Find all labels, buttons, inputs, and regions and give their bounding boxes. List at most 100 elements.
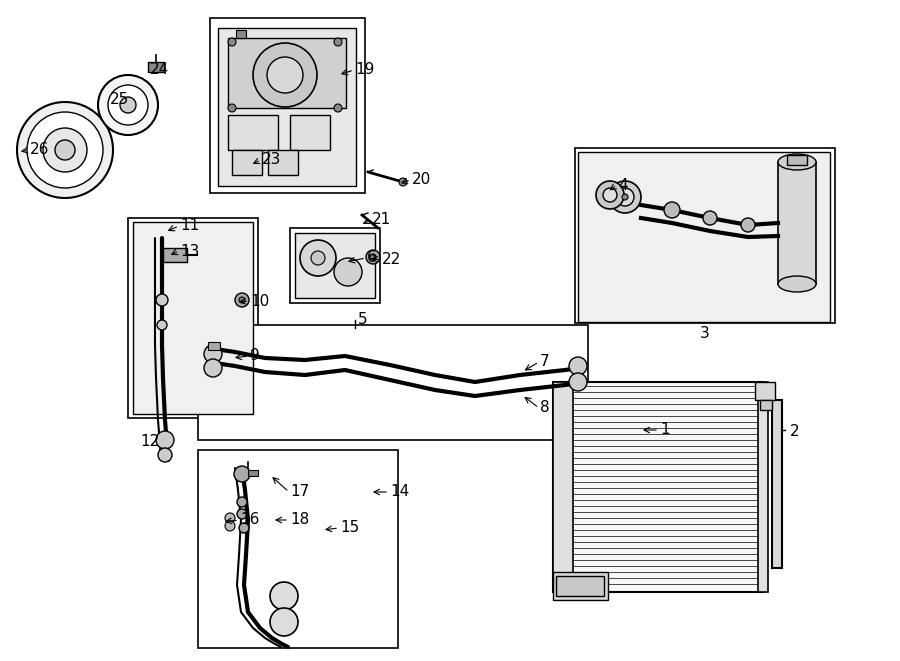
Circle shape — [569, 373, 587, 391]
Text: 26: 26 — [30, 143, 50, 157]
Circle shape — [334, 258, 362, 286]
Bar — [290, 228, 380, 303]
Circle shape — [225, 513, 235, 523]
Circle shape — [366, 250, 380, 264]
Text: 22: 22 — [382, 253, 401, 268]
Text: 24: 24 — [150, 63, 169, 77]
Bar — [575, 148, 835, 323]
Circle shape — [237, 497, 247, 507]
Text: 3: 3 — [700, 325, 710, 340]
Bar — [198, 325, 588, 440]
Circle shape — [664, 202, 680, 218]
Circle shape — [334, 38, 342, 46]
Bar — [228, 115, 278, 150]
Circle shape — [267, 57, 303, 93]
Bar — [553, 572, 608, 600]
Bar — [295, 233, 375, 298]
Bar — [232, 150, 262, 175]
Circle shape — [399, 178, 407, 186]
Circle shape — [204, 345, 222, 363]
Bar — [148, 62, 164, 72]
Text: 25: 25 — [110, 93, 130, 108]
Text: 23: 23 — [262, 153, 282, 167]
Bar — [556, 576, 604, 596]
Circle shape — [239, 297, 245, 303]
Bar — [787, 155, 807, 165]
Bar — [208, 342, 220, 350]
Circle shape — [234, 466, 250, 482]
Circle shape — [609, 181, 641, 213]
Ellipse shape — [778, 276, 816, 292]
Bar — [553, 382, 573, 592]
Bar — [772, 400, 782, 568]
Text: 11: 11 — [180, 219, 199, 233]
Bar — [236, 30, 246, 38]
Text: 16: 16 — [240, 512, 259, 527]
Text: 10: 10 — [250, 293, 269, 309]
Text: 9: 9 — [250, 348, 260, 364]
Text: 8: 8 — [540, 401, 550, 416]
Circle shape — [616, 188, 634, 206]
Circle shape — [311, 251, 325, 265]
Circle shape — [55, 140, 75, 160]
Text: 20: 20 — [412, 173, 431, 188]
Bar — [290, 115, 330, 150]
Circle shape — [235, 293, 249, 307]
Circle shape — [622, 194, 628, 200]
Bar — [128, 218, 258, 418]
Circle shape — [569, 357, 587, 375]
Text: 12: 12 — [140, 434, 159, 449]
Bar — [778, 162, 816, 284]
Bar — [248, 470, 258, 476]
Circle shape — [157, 320, 167, 330]
Circle shape — [703, 211, 717, 225]
Circle shape — [27, 112, 103, 188]
Circle shape — [596, 181, 624, 209]
Circle shape — [334, 104, 342, 112]
Circle shape — [370, 254, 376, 260]
Circle shape — [237, 509, 247, 519]
Bar — [268, 150, 298, 175]
Circle shape — [158, 448, 172, 462]
Bar — [133, 222, 253, 414]
Text: 15: 15 — [340, 520, 359, 535]
Text: 5: 5 — [358, 313, 367, 327]
Text: 14: 14 — [390, 485, 410, 500]
Bar — [198, 450, 398, 648]
Bar — [163, 248, 187, 262]
Text: 21: 21 — [372, 212, 392, 227]
Ellipse shape — [778, 154, 816, 170]
Bar — [218, 28, 356, 186]
Circle shape — [17, 102, 113, 198]
Text: 17: 17 — [290, 485, 310, 500]
Circle shape — [239, 523, 249, 533]
Circle shape — [108, 85, 148, 125]
Bar — [210, 18, 365, 193]
Text: 4: 4 — [618, 178, 627, 192]
Bar — [755, 382, 775, 400]
Circle shape — [253, 43, 317, 107]
Circle shape — [741, 218, 755, 232]
Circle shape — [225, 521, 235, 531]
Circle shape — [300, 240, 336, 276]
Bar — [553, 382, 763, 592]
Bar — [228, 38, 346, 108]
Circle shape — [98, 75, 158, 135]
Bar — [760, 400, 772, 410]
Bar — [758, 382, 768, 592]
Text: 1: 1 — [660, 422, 670, 438]
Text: 6: 6 — [367, 251, 377, 266]
Circle shape — [270, 582, 298, 610]
Text: 13: 13 — [180, 243, 200, 258]
Bar — [578, 152, 830, 322]
Text: 19: 19 — [355, 63, 374, 77]
Text: 7: 7 — [540, 354, 550, 369]
Circle shape — [120, 97, 136, 113]
Circle shape — [228, 38, 236, 46]
Circle shape — [270, 608, 298, 636]
Circle shape — [228, 104, 236, 112]
Circle shape — [603, 188, 617, 202]
Circle shape — [204, 359, 222, 377]
Circle shape — [156, 294, 168, 306]
Text: 18: 18 — [290, 512, 310, 527]
